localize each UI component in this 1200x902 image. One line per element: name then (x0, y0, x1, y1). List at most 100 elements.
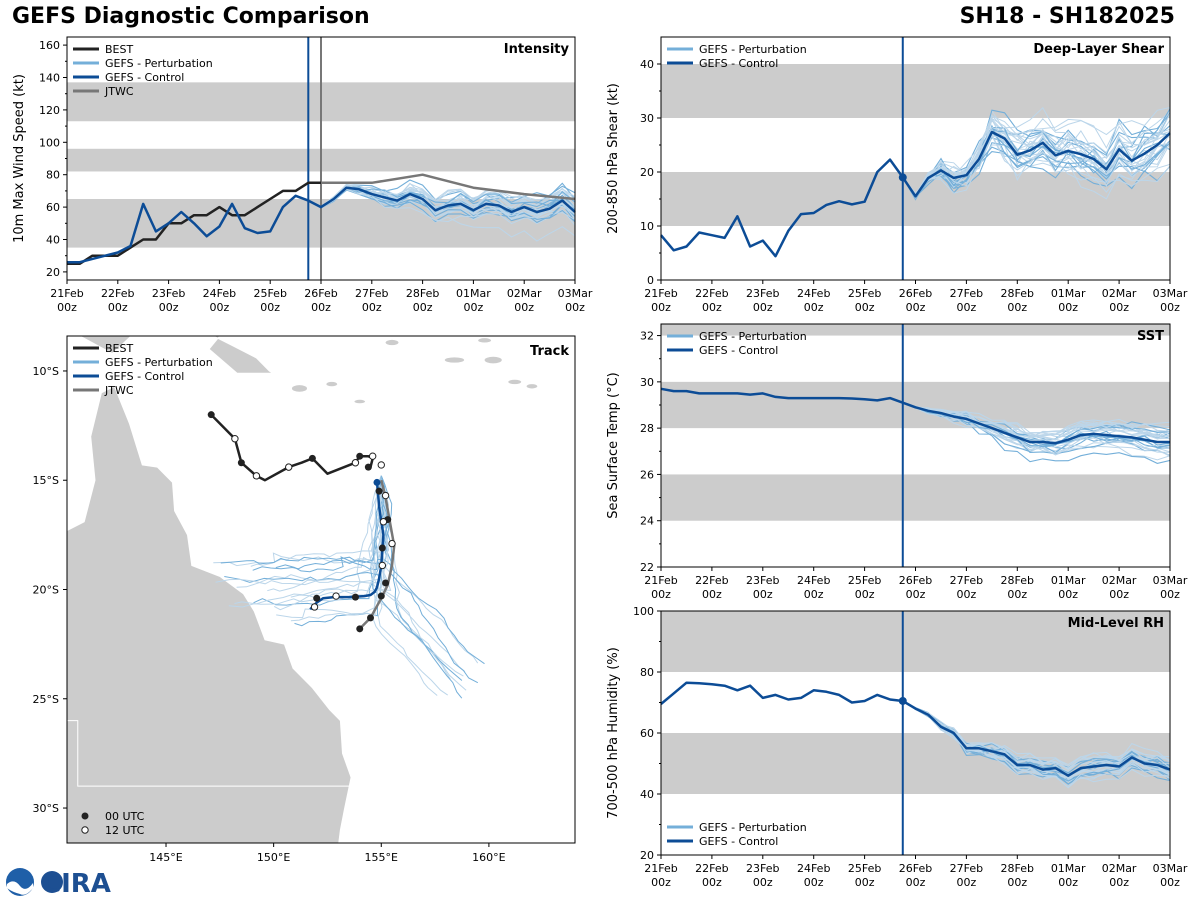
intensity-xtick-sublabel: 00z (362, 301, 382, 314)
intensity-ytick-label: 140 (39, 72, 60, 85)
track-point-00utc (375, 487, 383, 495)
track-pert-member (380, 475, 485, 665)
shear-xtick-sublabel: 00z (1109, 301, 1129, 314)
track-point-00utc (377, 592, 385, 600)
sst-xtick-sublabel: 00z (1109, 588, 1129, 601)
track-point-12utc (388, 539, 396, 548)
shear-xtick-sublabel: 00z (1007, 301, 1027, 314)
intensity-xtick-label: 01Mar (456, 287, 491, 300)
island (326, 381, 338, 387)
sst-legend-pert-label: GEFS - Perturbation (699, 330, 807, 343)
track-pert-member (290, 475, 385, 622)
intensity-xtick-sublabel: 00z (159, 301, 179, 314)
track-point-12utc (377, 461, 385, 469)
sst-xtick-label: 01Mar (1051, 574, 1086, 587)
track-point-12utc (310, 603, 319, 611)
shear-ylabel: 200-850 hPa Shear (kt) (606, 83, 621, 234)
sst-xtick-label: 24Feb (797, 574, 830, 587)
intensity-xtick-label: 03Mar (558, 287, 593, 300)
storm-id-title: SH18 - SH182025 (959, 4, 1175, 29)
rh-band-1 (661, 611, 1170, 672)
sst-band-1 (661, 381, 1170, 429)
rh-xtick-sublabel: 00z (651, 876, 671, 889)
shear-xtick-label: 21Feb (644, 287, 677, 300)
track-pert-member (380, 475, 479, 684)
sst-ylabel: Sea Surface Temp (°C) (606, 372, 621, 519)
intensity-title: Intensity (504, 42, 570, 57)
sst-ytick-label: 24 (640, 515, 654, 528)
intensity-xtick-label: 24Feb (203, 287, 236, 300)
intensity-xtick-sublabel: 00z (464, 301, 484, 314)
intensity-legend-jtwc-label: JTWC (104, 85, 134, 98)
sst-xtick-label: 27Feb (950, 574, 983, 587)
rh-xtick-sublabel: 00z (1007, 876, 1027, 889)
lon-tick-label: 160°E (472, 851, 505, 864)
sst-xtick-label: 23Feb (746, 574, 779, 587)
rh-xtick-sublabel: 00z (1058, 876, 1078, 889)
rh-xtick-sublabel: 00z (906, 876, 926, 889)
intensity-xtick-sublabel: 00z (57, 301, 77, 314)
sst-pert-member (902, 402, 1170, 435)
track-point-00utc (351, 593, 359, 601)
track-point-12utc (252, 472, 261, 480)
shear-xtick-label: 25Feb (848, 287, 881, 300)
intensity-xtick-label: 25Feb (253, 287, 286, 300)
intensity-xtick-label: 02Mar (507, 287, 542, 300)
intensity-xtick-sublabel: 00z (311, 301, 331, 314)
sst-xtick-label: 25Feb (848, 574, 881, 587)
shear-legend-pert-label: GEFS - Perturbation (699, 43, 807, 56)
sst-pert-member (902, 402, 1170, 441)
shear-ytick-label: 20 (640, 166, 654, 179)
sst-pert-member (902, 402, 1170, 456)
shear-xtick-label: 03Mar (1153, 287, 1188, 300)
shear-pert-member (902, 144, 1170, 200)
shear-xtick-sublabel: 00z (753, 301, 773, 314)
rh-xtick-label: 21Feb (644, 862, 677, 875)
rh-pert-member (902, 700, 1170, 770)
rh-ytick-label: 60 (640, 727, 654, 740)
sst-ytick-label: 32 (640, 330, 654, 343)
rh-control-line (660, 681, 1171, 777)
shear-band-1 (661, 64, 1170, 118)
rh-xtick-sublabel: 00z (1109, 876, 1129, 889)
lat-tick-label: 25°S (33, 693, 59, 706)
intensity-control-line (67, 186, 576, 264)
page-title: GEFS Diagnostic Comparison (12, 4, 370, 29)
rh-title: Mid-Level RH (1068, 616, 1164, 631)
state-border (67, 720, 349, 787)
intensity-xtick-label: 28Feb (406, 287, 439, 300)
intensity-xtick-label: 26Feb (304, 287, 337, 300)
rh-xtick-label: 02Mar (1102, 862, 1137, 875)
lat-tick-label: 15°S (33, 474, 59, 487)
control-init-point (373, 478, 381, 486)
rh-xtick-sublabel: 00z (702, 876, 722, 889)
rh-ylabel: 700-500 hPa Humidity (%) (606, 647, 621, 819)
island (478, 338, 492, 343)
rh-xtick-sublabel: 00z (855, 876, 875, 889)
intensity-ytick-label: 100 (39, 136, 60, 149)
rh-pert-member (902, 700, 1170, 770)
intensity-xtick-sublabel: 00z (210, 301, 230, 314)
shear-xtick-label: 28Feb (1001, 287, 1034, 300)
rh-xtick-label: 25Feb (848, 862, 881, 875)
intensity-xtick-sublabel: 00z (413, 301, 433, 314)
sst-panel: 22242628303221Feb00z22Feb00z23Feb00z24Fe… (606, 323, 1188, 601)
track-point-00utc (378, 544, 386, 552)
rh-init-point (898, 696, 907, 705)
shear-title: Deep-Layer Shear (1033, 42, 1164, 57)
track-point-00utc (356, 625, 364, 633)
intensity-legend-pert-label: GEFS - Perturbation (105, 57, 213, 70)
intensity-xtick-label: 22Feb (101, 287, 134, 300)
track-point-00utc (313, 594, 321, 602)
sst-xtick-sublabel: 00z (957, 588, 977, 601)
intensity-xtick-sublabel: 00z (565, 301, 585, 314)
shear-xtick-sublabel: 00z (651, 301, 671, 314)
shear-xtick-label: 26Feb (899, 287, 932, 300)
intensity-xtick-label: 27Feb (355, 287, 388, 300)
intensity-legend-control-label: GEFS - Control (105, 71, 184, 84)
shear-pert-member (902, 113, 1170, 196)
rh-xtick-sublabel: 00z (804, 876, 824, 889)
track-pert-member (215, 475, 386, 586)
shear-xtick-sublabel: 00z (1160, 301, 1180, 314)
